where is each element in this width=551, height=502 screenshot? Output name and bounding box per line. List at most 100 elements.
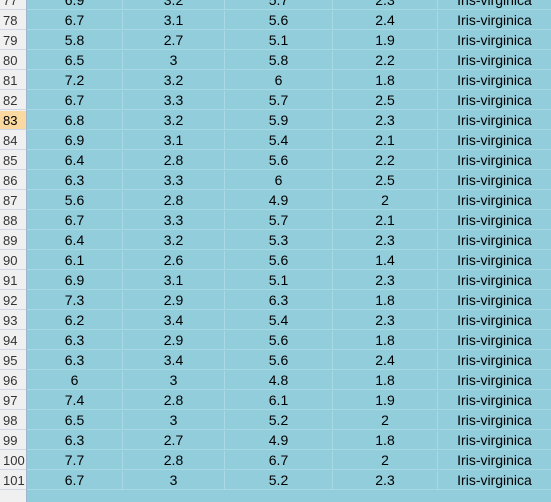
row-header[interactable]: 100 [0,451,26,470]
cell-col-3[interactable]: 5.8 [225,51,333,70]
cell-col-1[interactable]: 7.2 [27,71,123,90]
cell-col-5[interactable]: Iris-virginica [438,211,551,230]
cell-col-3[interactable]: 5.7 [225,0,333,10]
cell-col-2[interactable]: 3.1 [123,131,225,150]
cell-col-3[interactable]: 5.1 [225,31,333,50]
cell-col-4[interactable]: 2.5 [333,91,438,110]
row-header[interactable]: 93 [0,311,26,330]
cell-col-1[interactable]: 6.5 [27,411,123,430]
cell-col-2[interactable]: 2.8 [123,391,225,410]
cell-col-3[interactable]: 6.7 [225,451,333,470]
cell-col-5[interactable]: Iris-virginica [438,251,551,270]
cell-col-5[interactable]: Iris-virginica [438,151,551,170]
cell-col-4[interactable]: 2.1 [333,131,438,150]
cell-col-1[interactable]: 6.9 [27,271,123,290]
cell-col-3[interactable]: 5.9 [225,111,333,130]
cell-col-1[interactable]: 6.4 [27,151,123,170]
cell-col-4[interactable]: 2.3 [333,231,438,250]
cell-col-4[interactable]: 1.8 [333,371,438,390]
row-header[interactable]: 82 [0,91,26,110]
cell-col-5[interactable]: Iris-virginica [438,231,551,250]
cell-col-2[interactable]: 2.7 [123,31,225,50]
cell-col-2[interactable]: 2.8 [123,191,225,210]
cell-col-1[interactable]: 6.3 [27,331,123,350]
cell-col-3[interactable]: 5.6 [225,251,333,270]
cell-col-2[interactable]: 3.1 [123,271,225,290]
row-header[interactable]: 95 [0,351,26,370]
cell-col-4[interactable]: 2 [333,191,438,210]
cell-col-5[interactable]: Iris-virginica [438,451,551,470]
cell-col-4[interactable]: 1.8 [333,331,438,350]
cell-col-4[interactable]: 2.3 [333,471,438,490]
cell-col-3[interactable]: 5.6 [225,331,333,350]
cell-col-3[interactable]: 5.3 [225,231,333,250]
cell-col-5[interactable]: Iris-virginica [438,71,551,90]
cell-col-3[interactable]: 5.4 [225,311,333,330]
row-header[interactable]: 97 [0,391,26,410]
cell-col-1[interactable]: 6.5 [27,51,123,70]
cell-col-1[interactable]: 6.2 [27,311,123,330]
cell-col-3[interactable]: 5.2 [225,471,333,490]
cell-col-3[interactable]: 5.2 [225,411,333,430]
cell-col-1[interactable]: 7.4 [27,391,123,410]
cell-col-1[interactable]: 7.7 [27,451,123,470]
cell-col-1[interactable]: 6.8 [27,111,123,130]
cell-col-3[interactable]: 4.8 [225,371,333,390]
cell-col-5[interactable]: Iris-virginica [438,111,551,130]
cell-col-4[interactable]: 2.2 [333,151,438,170]
cell-col-3[interactable]: 5.6 [225,151,333,170]
cell-col-1[interactable]: 6.7 [27,11,123,30]
cell-col-5[interactable]: Iris-virginica [438,371,551,390]
cell-col-4[interactable]: 2.3 [333,0,438,10]
row-header[interactable]: 80 [0,51,26,70]
cell-col-5[interactable]: Iris-virginica [438,471,551,490]
cell-col-2[interactable]: 3.3 [123,211,225,230]
cell-col-5[interactable]: Iris-virginica [438,311,551,330]
cell-col-5[interactable]: Iris-virginica [438,331,551,350]
cell-col-5[interactable]: Iris-virginica [438,391,551,410]
cell-col-3[interactable]: 5.1 [225,271,333,290]
row-header[interactable]: 83 [0,111,26,130]
cell-col-3[interactable]: 6 [225,71,333,90]
cell-col-5[interactable]: Iris-virginica [438,11,551,30]
cell-col-2[interactable]: 3.3 [123,91,225,110]
row-header[interactable]: 81 [0,71,26,90]
row-header[interactable]: 94 [0,331,26,350]
cell-col-4[interactable]: 2.3 [333,311,438,330]
cell-col-1[interactable]: 6.3 [27,171,123,190]
cell-col-5[interactable]: Iris-virginica [438,351,551,370]
cell-col-4[interactable]: 2.4 [333,351,438,370]
cell-col-2[interactable]: 3.2 [123,111,225,130]
cell-col-5[interactable]: Iris-virginica [438,171,551,190]
cell-col-4[interactable]: 1.8 [333,431,438,450]
row-header[interactable]: 88 [0,211,26,230]
cell-col-2[interactable]: 3.1 [123,11,225,30]
cell-col-3[interactable]: 6 [225,171,333,190]
cell-col-4[interactable]: 1.9 [333,31,438,50]
cell-col-2[interactable]: 3 [123,51,225,70]
cell-col-4[interactable]: 2.5 [333,171,438,190]
cell-col-3[interactable]: 5.6 [225,351,333,370]
cell-col-5[interactable]: Iris-virginica [438,191,551,210]
row-header[interactable]: 85 [0,151,26,170]
cell-col-2[interactable]: 2.8 [123,451,225,470]
cell-col-5[interactable]: Iris-virginica [438,31,551,50]
cell-col-1[interactable]: 6.1 [27,251,123,270]
row-header[interactable]: 79 [0,31,26,50]
row-header[interactable]: 86 [0,171,26,190]
cell-col-4[interactable]: 2 [333,411,438,430]
cell-col-2[interactable]: 3.4 [123,311,225,330]
cell-col-4[interactable]: 1.4 [333,251,438,270]
cell-col-1[interactable]: 5.8 [27,31,123,50]
row-header[interactable]: 91 [0,271,26,290]
cell-col-5[interactable]: Iris-virginica [438,291,551,310]
cell-col-4[interactable]: 1.8 [333,71,438,90]
cell-col-3[interactable]: 5.7 [225,211,333,230]
row-header[interactable]: 98 [0,411,26,430]
row-header[interactable]: 92 [0,291,26,310]
cell-col-1[interactable]: 6.9 [27,0,123,10]
cell-col-1[interactable]: 6.7 [27,471,123,490]
cell-col-4[interactable]: 1.9 [333,391,438,410]
cell-col-1[interactable]: 6.7 [27,91,123,110]
cell-col-5[interactable]: Iris-virginica [438,51,551,70]
